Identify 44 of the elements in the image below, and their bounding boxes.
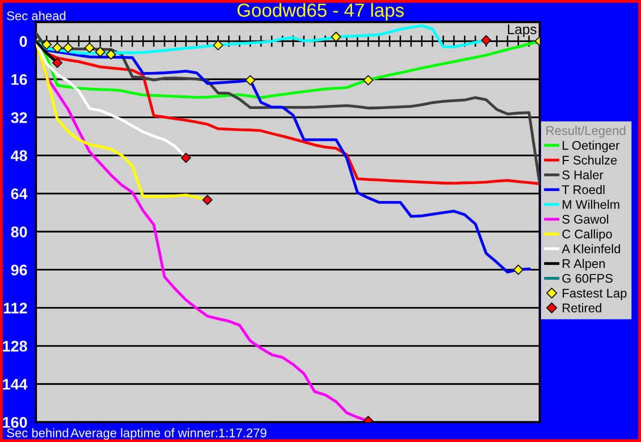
y-tick-label: 64 bbox=[11, 188, 28, 200]
text: Average laptime of winner:1:17.279 bbox=[70, 428, 266, 440]
y-tick-label: 96 bbox=[11, 264, 28, 276]
point bbox=[52, 58, 62, 68]
point bbox=[481, 35, 492, 46]
y-tick-label: 80 bbox=[11, 226, 27, 238]
x-axis-title: Laps bbox=[508, 24, 536, 37]
legend-label: S Haler bbox=[562, 170, 604, 180]
point bbox=[62, 42, 74, 53]
y-tick-label: 32 bbox=[10, 112, 27, 124]
point bbox=[330, 32, 342, 42]
y-tick-label: 0 bbox=[20, 36, 27, 47]
legend-label: R Alpen bbox=[562, 258, 605, 270]
point bbox=[180, 152, 192, 163]
point bbox=[42, 39, 52, 50]
text: Sec ahead bbox=[6, 11, 66, 20]
point bbox=[245, 75, 256, 86]
legend-label: F Schulze bbox=[562, 155, 617, 165]
point bbox=[52, 42, 62, 53]
point bbox=[106, 49, 116, 60]
y-tick-label: 128 bbox=[3, 340, 28, 352]
point bbox=[363, 75, 374, 86]
chart-title: Goodwd65 - 47 laps bbox=[238, 3, 404, 21]
legend-label: Retired bbox=[562, 303, 602, 312]
y-tick-label: 160 bbox=[3, 416, 27, 428]
legend-label: G 60FPS bbox=[562, 274, 613, 283]
point bbox=[95, 46, 106, 57]
legend-label: S Gawol bbox=[562, 214, 608, 224]
legend-label: M Wilhelm bbox=[562, 200, 620, 209]
text: Sec behind bbox=[6, 428, 68, 438]
point bbox=[84, 42, 95, 53]
legend-label: T Roedl bbox=[562, 184, 604, 194]
legend-label: Fastest Lap bbox=[562, 288, 627, 300]
point bbox=[213, 40, 224, 50]
point bbox=[202, 194, 213, 206]
y-tick-label: 48 bbox=[10, 150, 28, 162]
point bbox=[513, 264, 524, 275]
legend-label: L Oetinger bbox=[562, 140, 620, 152]
y-tick-label: 16 bbox=[12, 74, 28, 85]
legend-label: A Kleinfeld bbox=[562, 244, 620, 254]
y-tick-label: 144 bbox=[3, 379, 28, 390]
legend-label: C Callipo bbox=[562, 229, 612, 241]
y-tick-label: 112 bbox=[4, 302, 27, 314]
legend-title: Result/Legend bbox=[546, 126, 626, 138]
